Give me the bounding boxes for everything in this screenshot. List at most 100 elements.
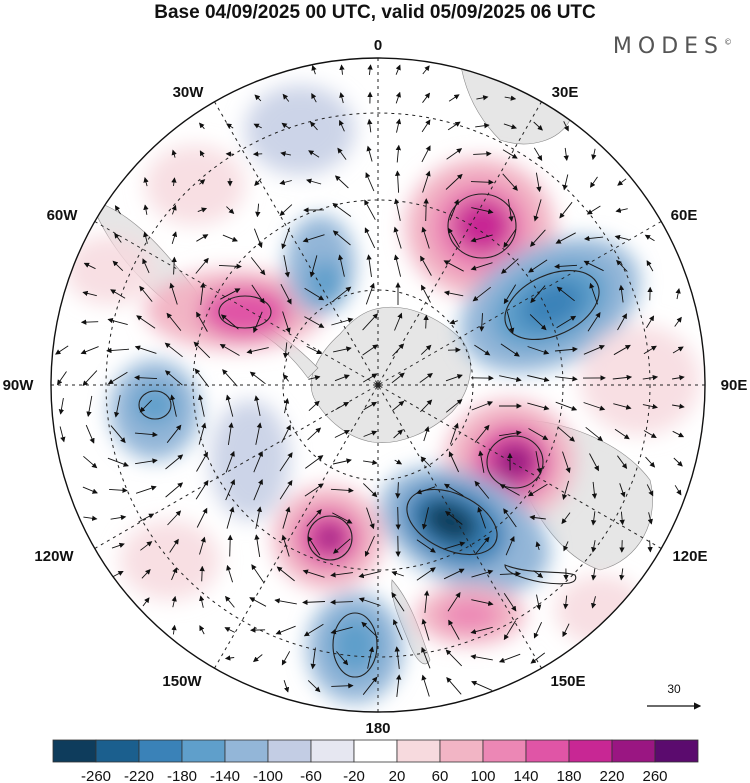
wind-vector-arrow — [307, 680, 321, 693]
anomaly-neg-20w — [285, 215, 355, 315]
wind-vector-arrow — [254, 534, 261, 557]
wind-vector-arrow — [365, 282, 375, 305]
wind-vector-arrow — [535, 172, 542, 193]
wind-vector-arrow — [195, 479, 209, 500]
wind-vector-arrow — [416, 539, 436, 553]
wind-vector-arrow — [196, 507, 208, 528]
colorbar-swatch — [439, 739, 484, 763]
wind-vector-arrow — [114, 232, 122, 243]
wind-vector-arrow — [339, 92, 345, 104]
wind-vector-arrow — [445, 399, 463, 413]
wind-vector-arrow — [615, 207, 628, 213]
colorbar-tick-label: -220 — [124, 768, 154, 783]
wind-vector-arrow — [393, 198, 401, 221]
wind-vector-arrow — [421, 674, 430, 697]
wind-vector-arrow — [499, 484, 520, 496]
lon-label-60e: 60E — [671, 207, 698, 224]
wind-vector-arrow — [474, 480, 490, 499]
wind-vector-arrow — [226, 123, 234, 129]
wind-vector-arrow — [617, 178, 627, 186]
wind-vector-arrow — [83, 262, 96, 270]
wind-vector-arrow — [471, 207, 494, 215]
wind-vector-arrow — [392, 343, 405, 357]
wind-vector-arrow — [643, 345, 657, 355]
wind-vector-arrow — [419, 372, 433, 383]
wind-vector-arrow — [470, 262, 493, 271]
wind-vector-arrow — [562, 451, 571, 474]
wind-vector-arrow — [80, 346, 99, 355]
wind-vector-arrow — [367, 118, 373, 133]
wind-vector-arrow — [167, 510, 182, 526]
wind-vector-arrow — [143, 204, 149, 215]
wind-vector-arrow — [474, 424, 490, 443]
wind-vector-arrow — [310, 647, 316, 670]
wind-vector-arrow — [503, 284, 517, 305]
wind-vector-arrow — [282, 311, 291, 334]
wind-vector-arrow — [250, 257, 266, 276]
wind-vector-arrow — [476, 95, 489, 101]
wind-vector-arrow — [591, 481, 598, 499]
wind-vector-arrow — [619, 511, 625, 526]
wind-vector-arrow — [169, 538, 179, 553]
wind-vector-arrow — [563, 541, 569, 552]
wind-vector-arrow — [613, 403, 632, 410]
colorbar-swatch — [267, 739, 312, 763]
wind-vector-arrow — [535, 451, 542, 474]
wind-vector-arrow — [196, 234, 209, 242]
colorbar: -260 -220 -180 -140 -100 -60 -20 20 60 100 140 180 2… — [52, 739, 699, 783]
wind-vector-arrow — [364, 227, 376, 249]
wind-vector-arrow — [358, 570, 381, 579]
map-title: Base 04/09/2025 00 UTC, valid 05/09/2025… — [154, 2, 596, 23]
wind-vector-arrow — [585, 426, 604, 442]
wind-vector-arrow — [276, 566, 295, 582]
wind-vector-arrow — [645, 456, 656, 468]
wind-vector-arrow — [393, 254, 402, 277]
wind-vector-arrow — [617, 455, 628, 470]
wind-vector-arrow — [394, 312, 403, 331]
wind-vector-arrow — [394, 646, 400, 669]
wind-vector-arrow — [527, 346, 550, 355]
wind-vector-arrow — [253, 654, 263, 663]
wind-vector-arrow — [302, 234, 325, 243]
wind-vector-arrow — [330, 599, 354, 605]
wind-vector-arrow — [279, 479, 293, 500]
wind-vector-arrow — [253, 228, 263, 249]
wind-vector-arrow — [307, 535, 321, 556]
wind-vector-arrow — [311, 93, 317, 103]
contour-line — [504, 270, 600, 340]
wind-vector-arrow — [338, 119, 345, 132]
wind-vector-arrow — [591, 540, 597, 553]
wind-vector-arrow — [225, 595, 235, 608]
brand-mark: © — [724, 37, 732, 47]
wind-vector-arrow — [421, 284, 431, 303]
wind-vector-arrow — [304, 316, 325, 328]
wind-vector-arrow — [281, 424, 291, 443]
wind-vector-arrow — [194, 368, 210, 388]
wind-vector-arrow — [222, 234, 238, 242]
wind-vector-arrow — [253, 450, 263, 473]
wind-vector-arrow — [416, 486, 436, 495]
wind-vector-arrow — [591, 148, 597, 161]
wind-vector-arrow — [646, 315, 655, 329]
wind-vector-arrow — [448, 94, 460, 102]
wind-vector-arrow — [361, 621, 379, 638]
wind-vector-arrow — [254, 178, 262, 187]
colorbar-swatch — [310, 739, 355, 763]
wind-vector-arrow — [393, 226, 402, 249]
wind-vector-arrow — [363, 459, 378, 466]
wind-vector-arrow — [199, 179, 206, 185]
wind-vector-arrow — [107, 457, 129, 467]
colorbar-swatch — [654, 739, 699, 763]
south-pole-marker — [375, 382, 381, 388]
anomaly-pos-40w — [145, 270, 325, 350]
wind-vector-arrow — [306, 345, 323, 355]
wind-vector-arrow — [274, 598, 297, 605]
anomaly-pos-155e — [415, 585, 525, 645]
wind-vector-arrow — [82, 370, 98, 387]
wind-vector-arrow — [421, 226, 430, 249]
lon-label-90e: 90E — [721, 377, 748, 394]
wind-vector-arrow — [503, 508, 517, 528]
wind-vector-arrow — [334, 374, 350, 382]
wind-vector-arrow — [672, 430, 685, 438]
wind-vector-arrow — [193, 341, 211, 359]
